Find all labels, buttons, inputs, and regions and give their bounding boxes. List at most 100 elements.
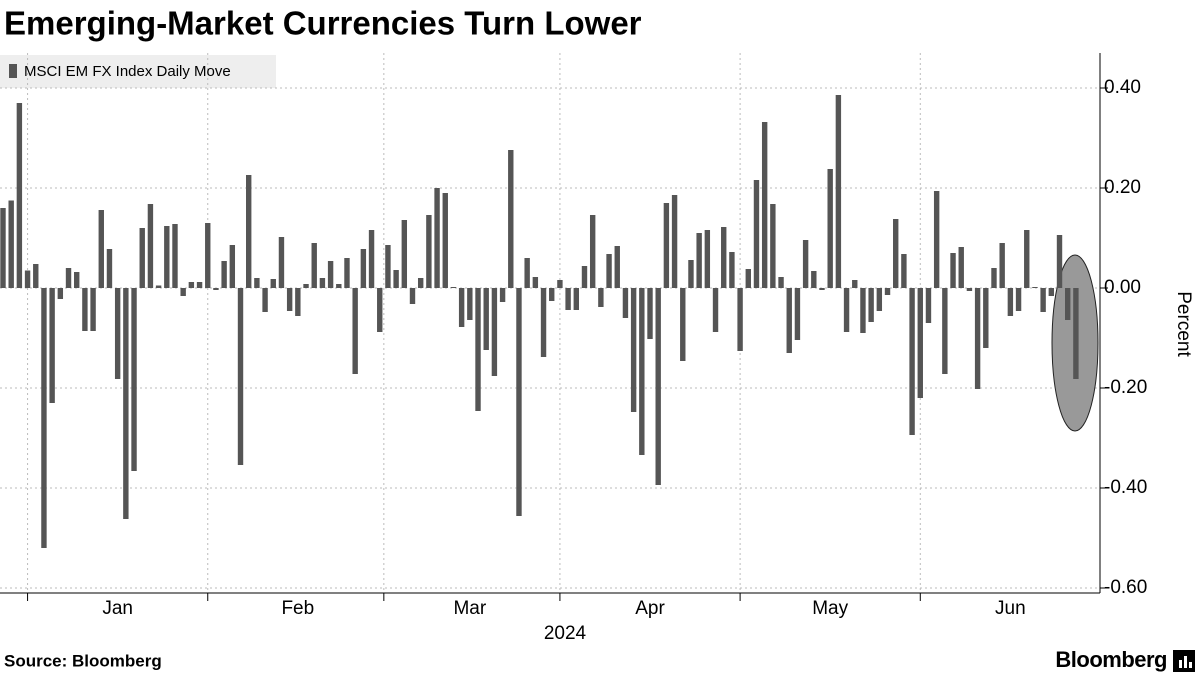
bar: [295, 288, 301, 316]
bar: [827, 169, 833, 288]
x-tick-label: Jun: [995, 598, 1026, 619]
bar: [409, 288, 416, 304]
bar: [630, 288, 637, 412]
bar: [770, 204, 776, 288]
bar: [450, 287, 457, 288]
bar: [180, 288, 186, 296]
bar: [377, 288, 383, 332]
bar: [901, 254, 907, 288]
bar: [843, 288, 850, 332]
bar: [368, 230, 375, 288]
bar: [860, 288, 866, 333]
bar: [311, 243, 317, 288]
bar: [483, 288, 489, 350]
bar: [557, 280, 563, 288]
bar: [917, 288, 923, 398]
bar: [254, 278, 260, 288]
bar: [524, 258, 530, 288]
bar: [974, 288, 981, 389]
bar: [933, 191, 940, 288]
bar: [286, 288, 293, 311]
bar: [876, 288, 883, 311]
y-tick-label: -0.60: [1104, 577, 1147, 598]
bar: [614, 246, 620, 288]
y-axis-label: Percent: [1173, 291, 1194, 357]
bar: [909, 288, 915, 435]
bar: [327, 261, 334, 288]
bar: [811, 271, 817, 288]
bar: [237, 288, 244, 465]
x-axis-label: 2024: [544, 623, 587, 644]
bar: [671, 195, 678, 288]
bar: [1048, 288, 1055, 296]
y-tick-label: 0.20: [1104, 177, 1141, 198]
bar: [385, 245, 391, 288]
bar: [98, 210, 104, 288]
bar: [983, 288, 989, 348]
bar: [729, 252, 735, 288]
bar: [155, 285, 162, 288]
bar: [688, 260, 694, 288]
bar: [303, 284, 309, 288]
y-tick-label: -0.40: [1104, 477, 1147, 498]
bar: [532, 277, 539, 288]
x-tick-label: Apr: [635, 598, 665, 619]
bar: [139, 228, 145, 288]
bar: [884, 288, 891, 295]
bar: [205, 223, 211, 288]
bar: [1032, 287, 1038, 288]
y-tick-label: 0.40: [1104, 77, 1141, 98]
x-tick-label: Jan: [102, 598, 133, 619]
bar: [278, 237, 285, 288]
bar: [991, 268, 997, 288]
bar: [712, 288, 719, 332]
legend-label: MSCI EM FX Index Daily Move: [24, 63, 231, 80]
bar: [663, 203, 670, 288]
bar: [1015, 288, 1022, 311]
bar: [925, 288, 932, 323]
bar: [417, 278, 424, 288]
bar: [835, 95, 842, 288]
bar: [360, 249, 367, 288]
bar: [33, 264, 39, 288]
bar: [147, 204, 154, 288]
bar: [442, 193, 448, 288]
bar: [344, 258, 350, 288]
bar: [57, 288, 64, 299]
bar: [499, 288, 506, 302]
bar: [565, 288, 571, 310]
bar: [704, 230, 711, 288]
bar: [958, 247, 964, 288]
bar: [852, 280, 858, 288]
brand-icon: [1173, 650, 1195, 672]
bar: [508, 150, 514, 288]
bar: [74, 272, 80, 288]
bar: [1065, 288, 1071, 320]
bar: [164, 226, 170, 288]
bar: [16, 103, 23, 288]
bar: [655, 288, 661, 485]
bar: [950, 253, 956, 288]
bar: [647, 288, 653, 339]
y-tick-label: -0.20: [1104, 377, 1147, 398]
bar: [573, 288, 579, 310]
bar: [778, 277, 784, 288]
bar: [745, 269, 751, 288]
bar: [680, 288, 686, 361]
legend-box: [0, 55, 276, 88]
bar: [1024, 230, 1030, 288]
bar: [802, 240, 809, 288]
source: Source: Bloomberg: [4, 651, 162, 670]
bar: [196, 282, 203, 288]
bar: [540, 288, 547, 357]
bar: [336, 284, 342, 288]
bar: [49, 288, 55, 403]
bar: [1007, 288, 1014, 316]
bar: [1040, 288, 1046, 312]
x-tick-label: May: [812, 598, 848, 619]
bar: [819, 288, 825, 290]
bar: [786, 288, 792, 353]
bar: [434, 188, 440, 288]
bar: [229, 245, 236, 288]
bar: [761, 122, 768, 288]
